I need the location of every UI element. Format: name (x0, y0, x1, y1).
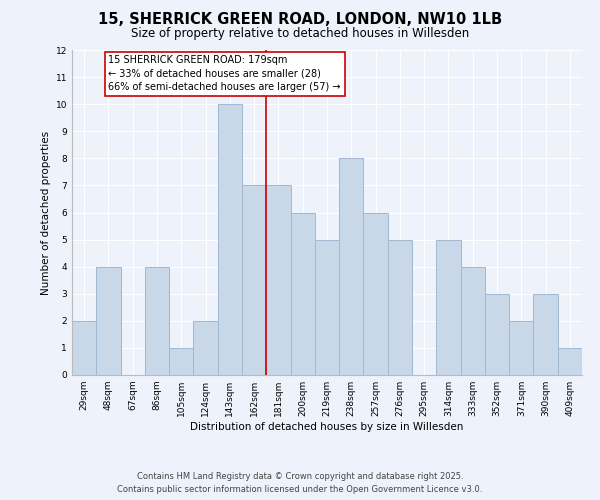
Bar (388, 240, 412, 375)
Text: 15 SHERRICK GREEN ROAD: 179sqm
← 33% of detached houses are smaller (28)
66% of : 15 SHERRICK GREEN ROAD: 179sqm ← 33% of … (109, 56, 341, 92)
Bar (461, 266, 485, 375)
Bar (145, 266, 169, 375)
Bar (364, 212, 388, 375)
Bar (509, 321, 533, 375)
Bar (290, 212, 315, 375)
Bar (242, 186, 266, 375)
Bar (485, 294, 509, 375)
Bar (436, 240, 461, 375)
Y-axis label: Number of detached properties: Number of detached properties (41, 130, 52, 294)
Bar (533, 294, 558, 375)
Text: 15, SHERRICK GREEN ROAD, LONDON, NW10 1LB: 15, SHERRICK GREEN ROAD, LONDON, NW10 1L… (98, 12, 502, 28)
X-axis label: Distribution of detached houses by size in Willesden: Distribution of detached houses by size … (190, 422, 464, 432)
Bar (72, 321, 96, 375)
Bar (193, 321, 218, 375)
Bar (315, 240, 339, 375)
Bar (218, 104, 242, 375)
Text: Size of property relative to detached houses in Willesden: Size of property relative to detached ho… (131, 28, 469, 40)
Text: Contains HM Land Registry data © Crown copyright and database right 2025.
Contai: Contains HM Land Registry data © Crown c… (118, 472, 482, 494)
Bar (169, 348, 193, 375)
Bar (96, 266, 121, 375)
Bar (558, 348, 582, 375)
Bar (339, 158, 364, 375)
Bar (266, 186, 290, 375)
